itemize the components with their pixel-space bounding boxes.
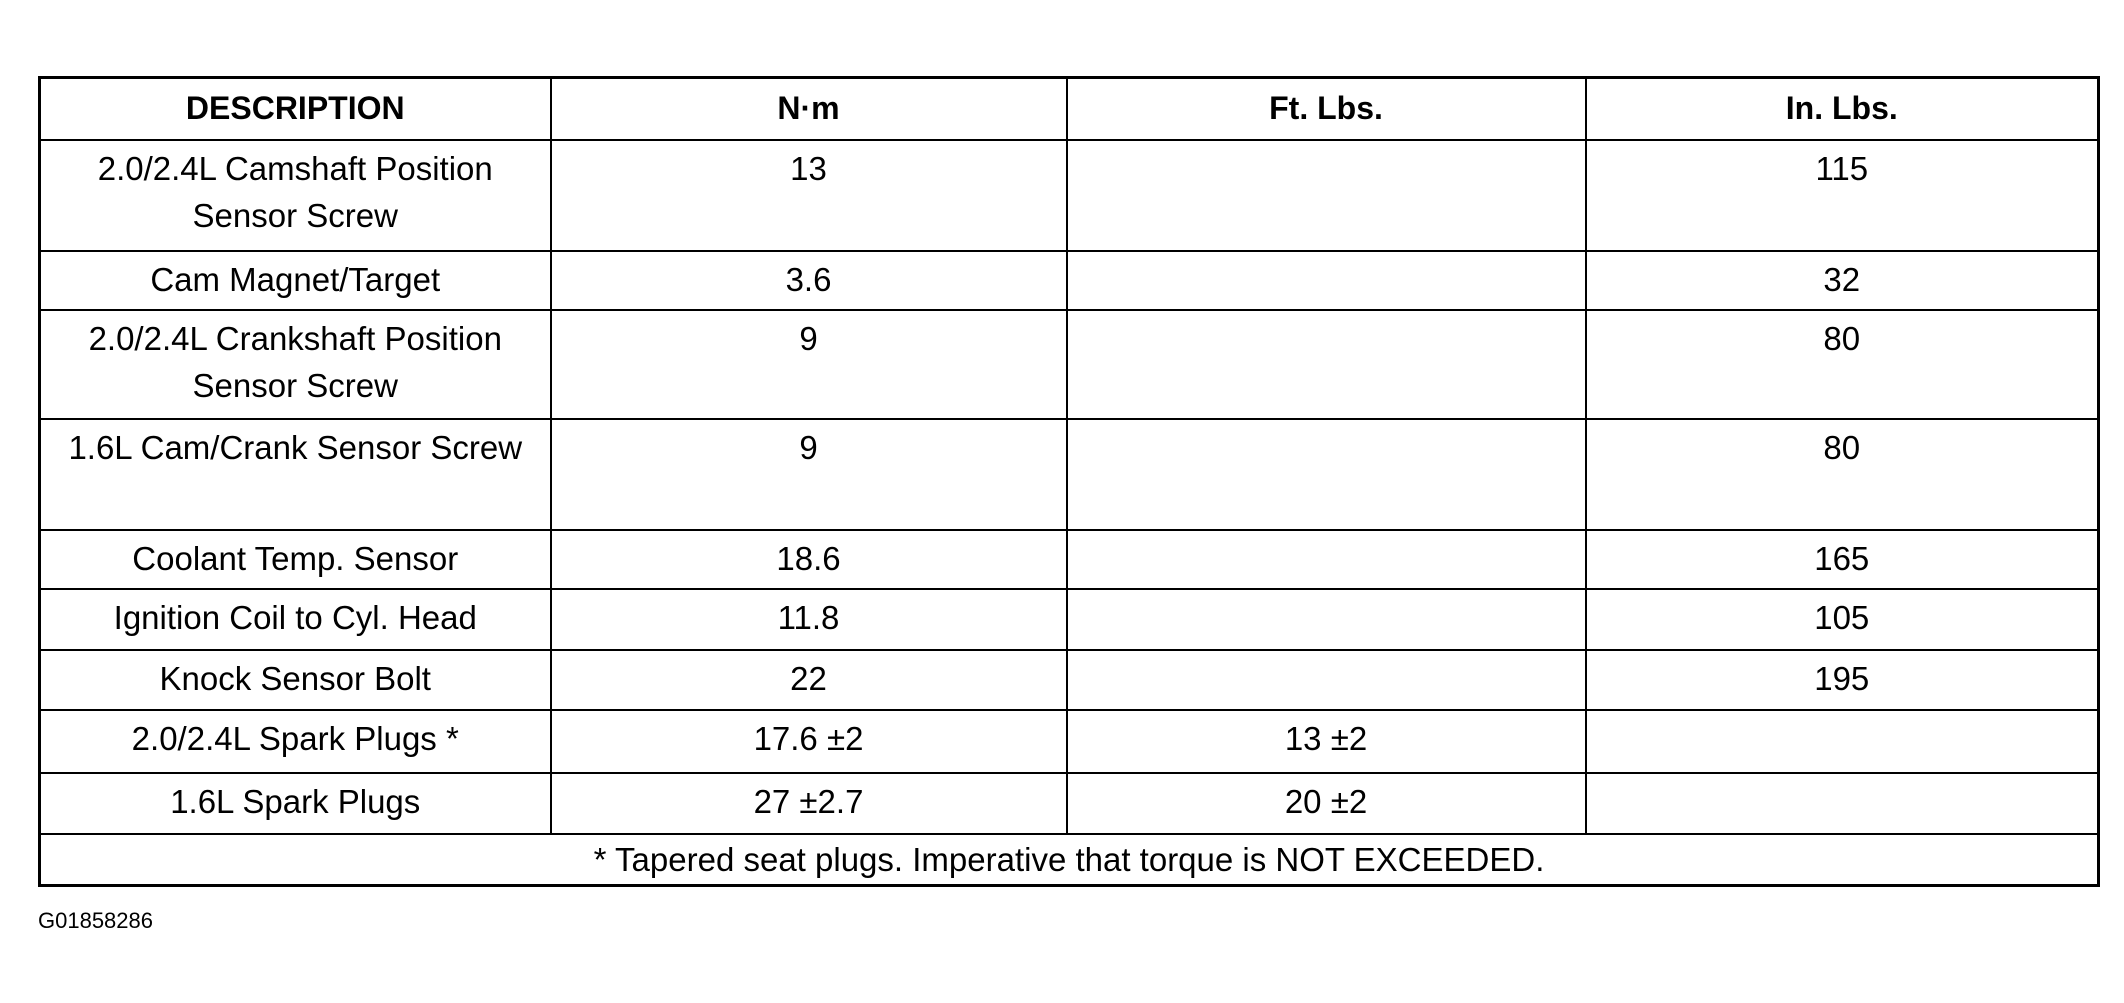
table-row: 2.0/2.4L Camshaft Position Sensor Screw 1… [38,138,2100,252]
cell-description: 2.0/2.4L Crankshaft Position Sensor Scre… [38,308,552,420]
header-description: DESCRIPTION [38,76,552,141]
torque-spec-table: DESCRIPTION N·m Ft. Lbs. In. Lbs. 2.0/2.… [38,76,2100,887]
cell-in-lbs: 80 [1584,417,2100,531]
cell-nm: 27 ±2.7 [549,771,1068,835]
cell-in-lbs [1584,708,2100,774]
cell-description: Knock Sensor Bolt [38,648,552,711]
table-row: Coolant Temp. Sensor 18.6 165 [38,528,2100,590]
cell-ft-lbs [1065,308,1587,420]
cell-ft-lbs [1065,528,1587,590]
cell-description: Ignition Coil to Cyl. Head [38,587,552,651]
table-row: Knock Sensor Bolt 22 195 [38,648,2100,711]
cell-nm: 11.8 [549,587,1068,651]
table-row: Ignition Coil to Cyl. Head 11.8 105 [38,587,2100,651]
table-row: Cam Magnet/Target 3.6 32 [38,249,2100,311]
header-ft-lbs: Ft. Lbs. [1065,76,1587,141]
table-row: 1.6L Spark Plugs 27 ±2.7 20 ±2 [38,771,2100,835]
cell-nm: 9 [549,417,1068,531]
cell-ft-lbs [1065,138,1587,252]
footnote: * Tapered seat plugs. Imperative that to… [38,832,2100,887]
cell-nm: 22 [549,648,1068,711]
footnote-row: * Tapered seat plugs. Imperative that to… [38,832,2100,887]
table-row: 2.0/2.4L Spark Plugs * 17.6 ±2 13 ±2 [38,708,2100,774]
cell-description: 2.0/2.4L Camshaft Position Sensor Screw [38,138,552,252]
cell-in-lbs: 80 [1584,308,2100,420]
cell-in-lbs [1584,771,2100,835]
cell-ft-lbs [1065,417,1587,531]
header-nm: N·m [549,76,1068,141]
cell-description: 1.6L Cam/Crank Sensor Screw [38,417,552,531]
cell-ft-lbs: 13 ±2 [1065,708,1587,774]
cell-nm: 3.6 [549,249,1068,311]
cell-description: Cam Magnet/Target [38,249,552,311]
table-row: 2.0/2.4L Crankshaft Position Sensor Scre… [38,308,2100,420]
cell-in-lbs: 105 [1584,587,2100,651]
table-row: 1.6L Cam/Crank Sensor Screw 9 80 [38,417,2100,531]
cell-in-lbs: 32 [1584,249,2100,311]
cell-nm: 17.6 ±2 [549,708,1068,774]
cell-in-lbs: 115 [1584,138,2100,252]
cell-ft-lbs [1065,249,1587,311]
header-row: DESCRIPTION N·m Ft. Lbs. In. Lbs. [38,76,2100,141]
cell-ft-lbs [1065,587,1587,651]
cell-description: Coolant Temp. Sensor [38,528,552,590]
cell-description: 1.6L Spark Plugs [38,771,552,835]
cell-nm: 9 [549,308,1068,420]
cell-in-lbs: 195 [1584,648,2100,711]
cell-ft-lbs: 20 ±2 [1065,771,1587,835]
figure-id: G01858286 [38,908,153,933]
cell-in-lbs: 165 [1584,528,2100,590]
cell-ft-lbs [1065,648,1587,711]
cell-description: 2.0/2.4L Spark Plugs * [38,708,552,774]
cell-nm: 13 [549,138,1068,252]
cell-nm: 18.6 [549,528,1068,590]
header-in-lbs: In. Lbs. [1584,76,2100,141]
